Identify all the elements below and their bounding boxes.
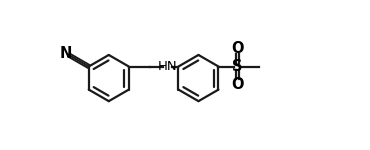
Text: O: O: [232, 78, 244, 93]
Text: HN: HN: [158, 60, 177, 73]
Text: S: S: [232, 59, 243, 74]
Text: N: N: [60, 46, 72, 61]
Text: O: O: [232, 40, 244, 56]
